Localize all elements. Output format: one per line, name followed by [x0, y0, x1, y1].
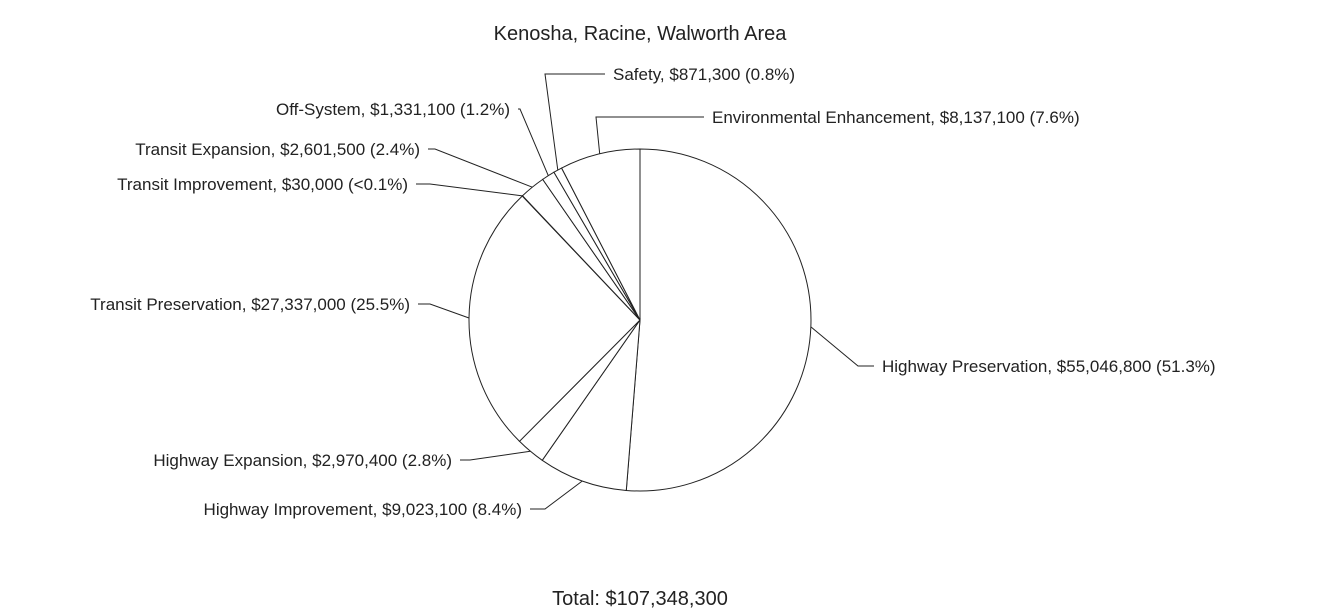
label-highway-preservation: Highway Preservation, $55,046,800 (51.3%… — [882, 357, 1216, 376]
leader-off-system — [518, 108, 549, 176]
leader-highway-improvement — [530, 480, 583, 510]
chart-total: Total: $107,348,300 — [552, 588, 728, 610]
slice-transit-preservation — [468, 195, 641, 442]
slice-highway-preservation — [625, 148, 812, 492]
slice-highway-improvement — [541, 318, 641, 491]
leader-transit-improvement — [416, 183, 523, 197]
label-highway-improvement: Highway Improvement, $9,023,100 (8.4%) — [204, 500, 522, 519]
pie-slices — [468, 148, 812, 492]
label-transit-improvement: Transit Improvement, $30,000 (<0.1%) — [117, 175, 408, 194]
leader-safety — [544, 73, 605, 171]
leader-highway-preservation — [810, 326, 874, 367]
label-off-system: Off-System, $1,331,100 (1.2%) — [276, 100, 510, 119]
label-highway-expansion: Highway Expansion, $2,970,400 (2.8%) — [153, 451, 452, 470]
chart-title: Kenosha, Racine, Walworth Area — [494, 23, 788, 45]
leader-transit-preservation — [418, 303, 470, 319]
label-transit-preservation: Transit Preservation, $27,337,000 (25.5%… — [90, 295, 410, 314]
leader-highway-expansion — [460, 450, 531, 461]
leader-environmental-enhancement — [595, 116, 704, 154]
slice-labels: Highway Preservation, $55,046,800 (51.3%… — [90, 65, 1215, 519]
label-safety: Safety, $871,300 (0.8%) — [613, 65, 795, 84]
label-environmental-enhancement: Environmental Enhancement, $8,137,100 (7… — [712, 108, 1080, 127]
slice-environmental-enhancement — [560, 148, 641, 321]
leader-transit-expansion — [428, 148, 533, 188]
label-transit-expansion: Transit Expansion, $2,601,500 (2.4%) — [135, 140, 420, 159]
leader-lines — [416, 73, 874, 510]
